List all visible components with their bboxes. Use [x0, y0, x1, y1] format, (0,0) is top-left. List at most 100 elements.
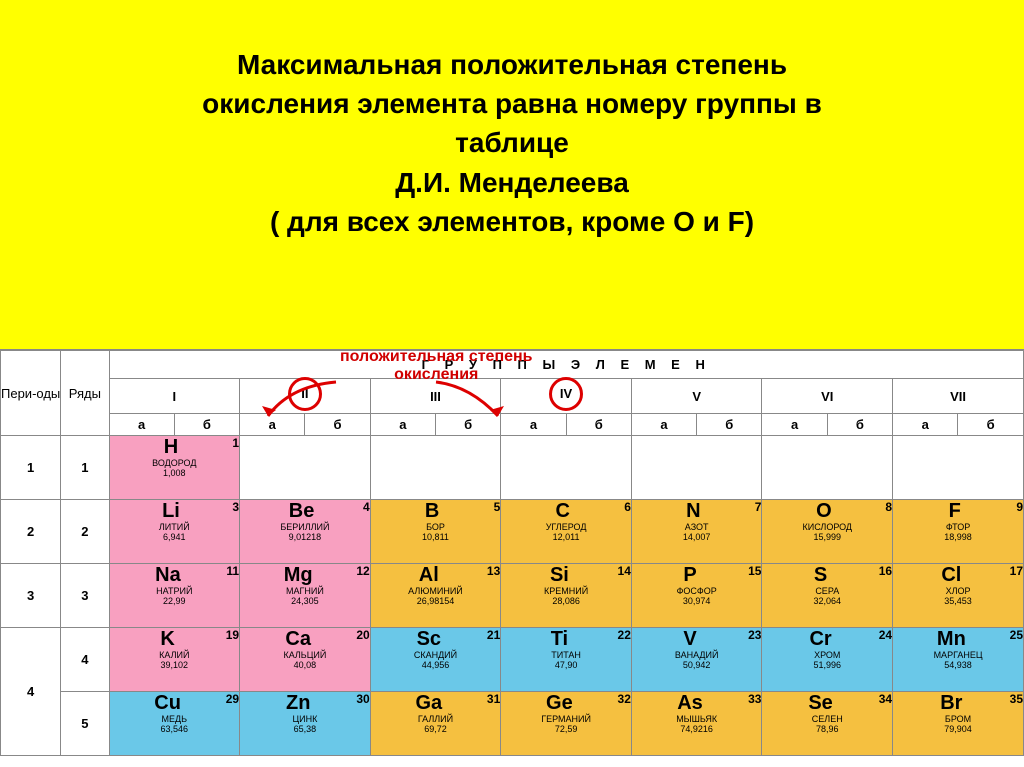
- atomic-mass: 65,38: [240, 724, 370, 734]
- period-3: 3: [1, 564, 61, 628]
- element-symbol: Li: [162, 500, 180, 523]
- elem-Ge: Ge32ГЕРМАНИЙ72,59: [501, 692, 632, 756]
- atomic-number: 1: [232, 436, 239, 450]
- atomic-number: 16: [879, 564, 892, 578]
- element-symbol: Sc: [417, 628, 441, 651]
- atomic-number: 19: [226, 628, 239, 642]
- element-name: ЛИТИЙ: [110, 523, 240, 532]
- elem-Ti: Ti22ТИТАН47,90: [501, 628, 632, 692]
- atomic-number: 23: [748, 628, 761, 642]
- title-text: Максимальная положительная степень окисл…: [80, 45, 944, 241]
- empty-cell: [501, 436, 632, 500]
- elem-O: O8КИСЛОРОД15,999: [762, 500, 893, 564]
- elem-N: N7АЗОТ14,007: [631, 500, 762, 564]
- atomic-mass: 18,998: [893, 532, 1023, 542]
- atomic-mass: 54,938: [893, 660, 1023, 670]
- atomic-number: 11: [226, 564, 239, 578]
- period-3-row: 3 3 Na11НАТРИЙ22,99 Mg12МАГНИЙ24,305 Al1…: [1, 564, 1024, 628]
- atomic-mass: 74,9216: [632, 724, 762, 734]
- element-name: МАГНИЙ: [240, 587, 370, 596]
- atomic-number: 15: [748, 564, 761, 578]
- atomic-number: 25: [1010, 628, 1023, 642]
- row-4: 4: [61, 628, 109, 692]
- element-name: СЕРА: [762, 587, 892, 596]
- row-2: 2: [61, 500, 109, 564]
- slide: Максимальная положительная степень окисл…: [0, 0, 1024, 767]
- atomic-mass: 69,72: [371, 724, 501, 734]
- element-name: КАЛИЙ: [110, 651, 240, 660]
- elem-Si: Si14КРЕМНИЙ28,086: [501, 564, 632, 628]
- row-1: 1: [61, 436, 109, 500]
- element-symbol: C: [556, 500, 570, 523]
- atomic-mass: 24,305: [240, 596, 370, 606]
- atomic-mass: 32,064: [762, 596, 892, 606]
- atomic-mass: 30,974: [632, 596, 762, 606]
- elem-Al: Al13АЛЮМИНИЙ26,98154: [370, 564, 501, 628]
- atomic-number: 21: [487, 628, 500, 642]
- element-symbol: Na: [155, 564, 181, 587]
- subgroup-b: б: [827, 414, 892, 436]
- atomic-mass: 50,942: [632, 660, 762, 670]
- atomic-number: 30: [356, 692, 369, 706]
- elem-Zn: Zn30ЦИНК65,38: [240, 692, 371, 756]
- group-VII: VII: [893, 379, 1024, 414]
- element-symbol: V: [683, 628, 696, 651]
- element-name: БЕРИЛЛИЙ: [240, 523, 370, 532]
- element-name: КИСЛОРОД: [762, 523, 892, 532]
- element-symbol: Al: [419, 564, 439, 587]
- atomic-mass: 39,102: [110, 660, 240, 670]
- element-symbol: Br: [940, 692, 962, 715]
- element-symbol: Se: [808, 692, 832, 715]
- element-name: ТИТАН: [501, 651, 631, 660]
- element-symbol: As: [677, 692, 703, 715]
- elem-Ca: Ca20КАЛЬЦИЙ40,08: [240, 628, 371, 692]
- element-name: БОР: [371, 523, 501, 532]
- atomic-mass: 12,011: [501, 532, 631, 542]
- element-name: ФТОР: [893, 523, 1023, 532]
- title-block: Максимальная положительная степень окисл…: [0, 0, 1024, 261]
- atomic-mass: 40,08: [240, 660, 370, 670]
- element-name: МЕДЬ: [110, 715, 240, 724]
- element-symbol: Si: [550, 564, 569, 587]
- elem-C: C6УГЛЕРОД12,011: [501, 500, 632, 564]
- arrow-to-group-2: [250, 376, 340, 424]
- subgroup-b: б: [566, 414, 631, 436]
- empty-cell: [893, 436, 1024, 500]
- elem-Cr: Cr24ХРОМ51,996: [762, 628, 893, 692]
- element-symbol: Ge: [546, 692, 573, 715]
- annotation-label: положительная степень окисления: [340, 348, 533, 383]
- subgroup-b: б: [697, 414, 762, 436]
- element-name: БРОМ: [893, 715, 1023, 724]
- atomic-mass: 28,086: [501, 596, 631, 606]
- element-name: КАЛЬЦИЙ: [240, 651, 370, 660]
- element-name: ВАНАДИЙ: [632, 651, 762, 660]
- element-symbol: B: [425, 500, 439, 523]
- empty-cell: [240, 436, 371, 500]
- element-symbol: Zn: [286, 692, 310, 715]
- group-V: V: [631, 379, 762, 414]
- groups-title: Г Р У П П Ы Э Л Е М Е Н: [109, 351, 1024, 379]
- elem-Se: Se34СЕЛЕН78,96: [762, 692, 893, 756]
- subgroup-a: а: [762, 414, 827, 436]
- atomic-mass: 72,59: [501, 724, 631, 734]
- annot-line-1: положительная степень: [340, 348, 533, 365]
- atomic-mass: 6,941: [110, 532, 240, 542]
- period-2-row: 2 2 Li3ЛИТИЙ6,941 Be4БЕРИЛЛИЙ9,01218 B5Б…: [1, 500, 1024, 564]
- empty-cell: [370, 436, 501, 500]
- element-name: ГАЛЛИЙ: [371, 715, 501, 724]
- title-line-5: ( для всех элементов, кроме О и F): [270, 206, 754, 237]
- atomic-number: 5: [494, 500, 501, 514]
- row-5: 5: [61, 692, 109, 756]
- period-4-row-b: 5 Cu29МЕДЬ63,546 Zn30ЦИНК65,38 Ga31ГАЛЛИ…: [1, 692, 1024, 756]
- atomic-number: 31: [487, 692, 500, 706]
- atomic-mass: 79,904: [893, 724, 1023, 734]
- element-symbol: N: [686, 500, 700, 523]
- element-symbol: Mg: [284, 564, 313, 587]
- elem-K: K19КАЛИЙ39,102: [109, 628, 240, 692]
- element-name: МАРГАНЕЦ: [893, 651, 1023, 660]
- row-3: 3: [61, 564, 109, 628]
- elem-Mn: Mn25МАРГАНЕЦ54,938: [893, 628, 1024, 692]
- elem-P: P15ФОСФОР30,974: [631, 564, 762, 628]
- atomic-number: 12: [356, 564, 369, 578]
- atomic-number: 29: [226, 692, 239, 706]
